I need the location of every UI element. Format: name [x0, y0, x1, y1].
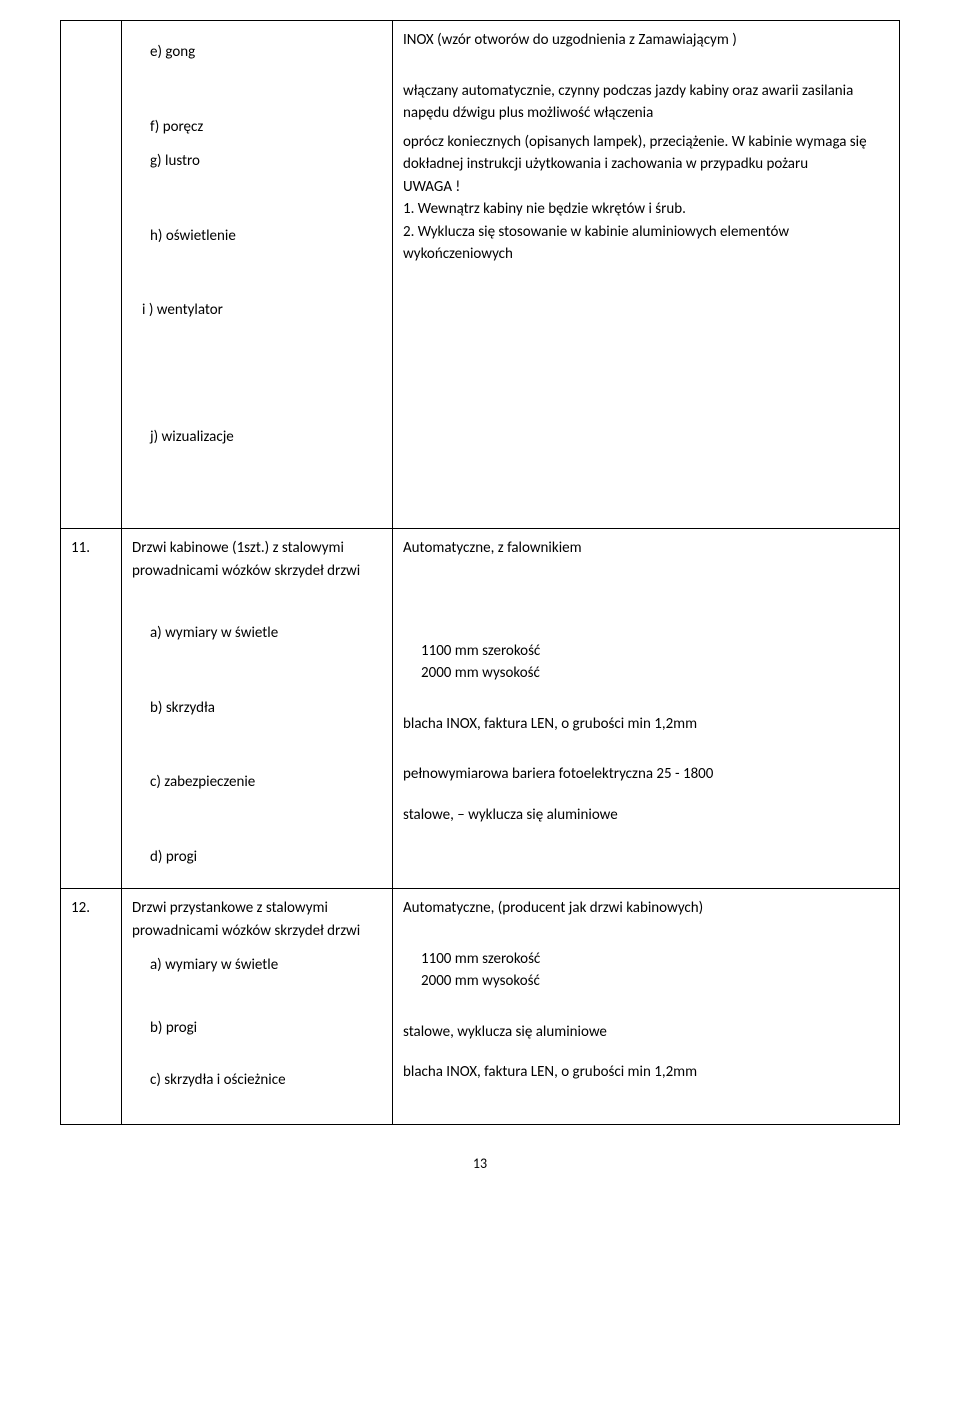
- row11-b: b) skrzydła: [132, 697, 382, 720]
- row12-num: 12.: [61, 889, 122, 1125]
- row12-c: c) skrzydła i ościeżnice: [132, 1069, 382, 1092]
- row1-right: INOX (wzór otworów do uzgodnienia z Zama…: [393, 21, 900, 529]
- item-g: g) lustro: [132, 150, 382, 173]
- row12-a: a) wymiary w świetle: [132, 954, 382, 977]
- row11-p1: Automatyczne, z falownikiem: [403, 537, 889, 560]
- spec-table: e) gong f) poręcz g) lustro h) oświetlen…: [60, 20, 900, 1125]
- row12-right: Automatyczne, (producent jak drzwi kabin…: [393, 889, 900, 1125]
- row1-left: e) gong f) poręcz g) lustro h) oświetlen…: [122, 21, 393, 529]
- row11-d: d) progi: [132, 846, 382, 869]
- row1-p6: 2. Wyklucza się stosowanie w kabinie alu…: [403, 221, 889, 266]
- row11-p3: 2000 mm wysokość: [403, 662, 889, 685]
- row12-left: Drzwi przystankowe z stalowymi prowadnic…: [122, 889, 393, 1125]
- row1-num: [61, 21, 122, 529]
- row12-p3: 2000 mm wysokość: [403, 970, 889, 993]
- row11-num: 11.: [61, 529, 122, 889]
- item-h: h) oświetlenie: [132, 225, 382, 248]
- row11-c: c) zabezpieczenie: [132, 771, 382, 794]
- row11-a: a) wymiary w świetle: [132, 622, 382, 645]
- row11-title: Drzwi kabinowe (1szt.) z stalowymi prowa…: [132, 537, 382, 582]
- row1-p4: UWAGA !: [403, 176, 889, 199]
- row11-p6: stalowe, – wyklucza się aluminiowe: [403, 804, 889, 827]
- row12-p1: Automatyczne, (producent jak drzwi kabin…: [403, 897, 889, 920]
- row11-p5: pełnowymiarowa bariera fotoelektryczna 2…: [403, 763, 889, 786]
- row12-title: Drzwi przystankowe z stalowymi prowadnic…: [132, 897, 382, 942]
- row11-left: Drzwi kabinowe (1szt.) z stalowymi prowa…: [122, 529, 393, 889]
- row1-p2: włączany automatycznie, czynny podczas j…: [403, 80, 889, 125]
- row11-p2: 1100 mm szerokość: [403, 640, 889, 663]
- row1-p1: INOX (wzór otworów do uzgodnienia z Zama…: [403, 29, 889, 52]
- page-container: e) gong f) poręcz g) lustro h) oświetlen…: [0, 0, 960, 1212]
- row12-p5: blacha INOX, faktura LEN, o grubości min…: [403, 1061, 889, 1084]
- item-f: f) poręcz: [132, 116, 382, 139]
- row12-p4: stalowe, wyklucza się aluminiowe: [403, 1021, 889, 1044]
- page-number: 13: [60, 1155, 900, 1172]
- item-j: j) wizualizacje: [132, 426, 382, 449]
- row11-right: Automatyczne, z falownikiem 1100 mm szer…: [393, 529, 900, 889]
- row12-p2: 1100 mm szerokość: [403, 948, 889, 971]
- row1-p3: oprócz koniecznych (opisanych lampek), p…: [403, 131, 889, 176]
- row11-p4: blacha INOX, faktura LEN, o grubości min…: [403, 713, 889, 736]
- row12-b: b) progi: [132, 1017, 382, 1040]
- row1-p5: 1. Wewnątrz kabiny nie będzie wkrętów i …: [403, 198, 889, 221]
- item-e: e) gong: [132, 41, 382, 64]
- item-i: i ) wentylator: [132, 299, 382, 322]
